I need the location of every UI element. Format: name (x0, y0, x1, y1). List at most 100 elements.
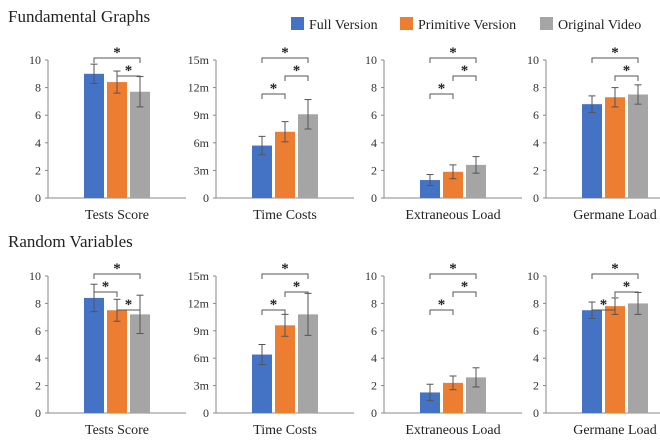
significance-star: * (281, 261, 289, 277)
significance-star: * (623, 279, 631, 295)
significance-bracket (261, 93, 286, 99)
y-tick-label: 10 (29, 53, 41, 67)
y-tick-label: 6 (533, 324, 539, 338)
y-tick-label: 9m (194, 324, 210, 338)
significance-bracket (93, 57, 141, 63)
significance-bracket (284, 75, 309, 81)
significance-star: * (611, 261, 619, 277)
bar-original-video (130, 91, 150, 198)
y-tick-label: 10 (527, 269, 539, 283)
y-tick-label: 8 (533, 81, 539, 95)
y-tick-label: 0 (533, 191, 539, 205)
bar-primitive-version (443, 382, 463, 413)
y-tick-label: 8 (35, 81, 41, 95)
section-title-random-variables: Random Variables (8, 232, 133, 251)
legend-label-original-video: Original Video (558, 18, 641, 33)
significance-star: * (600, 297, 608, 313)
y-tick-label: 6 (371, 324, 377, 338)
bar-original-video (628, 94, 648, 198)
significance-bracket (93, 273, 141, 279)
y-tick-label: 0 (371, 406, 377, 420)
y-tick-label: 6 (533, 108, 539, 122)
y-tick-label: 4 (533, 136, 539, 150)
y-tick-label: 0 (371, 191, 377, 205)
y-tick-label: 6 (371, 108, 377, 122)
legend-swatch-original-video (540, 17, 553, 30)
y-tick-label: 2 (533, 163, 539, 177)
significance-star: * (102, 279, 110, 295)
significance-bracket (261, 309, 286, 315)
bar-original-video (466, 164, 486, 198)
bar-full-version (582, 310, 602, 413)
significance-bracket (429, 93, 454, 99)
significance-bracket (591, 309, 616, 315)
y-tick-label: 0 (35, 406, 41, 420)
bar-full-version (420, 180, 440, 198)
bar-primitive-version (275, 325, 295, 413)
significance-star: * (113, 261, 121, 277)
significance-star: * (461, 63, 469, 79)
legend-swatch-full-version (291, 17, 304, 30)
significance-bracket (261, 273, 309, 279)
y-tick-label: 15m (188, 269, 210, 283)
y-tick-label: 4 (371, 351, 377, 365)
significance-star: * (623, 63, 631, 79)
bar-original-video (298, 114, 318, 198)
x-axis-label: Tests Score (85, 208, 149, 223)
bar-full-version (252, 354, 272, 413)
y-tick-label: 8 (371, 296, 377, 310)
bar-primitive-version (605, 97, 625, 198)
bar-original-video (628, 303, 648, 413)
significance-star: * (270, 297, 278, 313)
significance-star: * (438, 81, 446, 97)
y-tick-label: 0 (533, 406, 539, 420)
chart-fundamental-graphs-germane-load: 0 2 4 6 8 10 ** Germane Load (527, 45, 660, 223)
significance-star: * (461, 279, 469, 295)
significance-star: * (125, 63, 133, 79)
y-tick-label: 8 (35, 296, 41, 310)
x-axis-label: Time Costs (253, 423, 317, 438)
bar-primitive-version (107, 82, 127, 198)
y-tick-label: 2 (371, 163, 377, 177)
y-tick-label: 6m (194, 136, 210, 150)
y-tick-label: 12m (188, 296, 210, 310)
significance-star: * (293, 63, 301, 79)
significance-bracket (116, 309, 141, 315)
significance-bracket (93, 291, 118, 297)
y-tick-label: 9m (194, 108, 210, 122)
y-tick-label: 10 (29, 269, 41, 283)
legend: Full Version Primitive Version Original … (291, 17, 641, 33)
bar-original-video (466, 377, 486, 413)
significance-star: * (270, 81, 278, 97)
significance-star: * (281, 45, 289, 61)
bar-original-video (298, 314, 318, 413)
significance-star: * (125, 297, 133, 313)
x-axis-label: Germane Load (573, 423, 657, 438)
y-tick-label: 0 (203, 191, 209, 205)
y-tick-label: 4 (533, 351, 539, 365)
y-tick-label: 2 (533, 379, 539, 393)
bar-primitive-version (275, 131, 295, 198)
x-axis-label: Germane Load (573, 208, 657, 223)
y-tick-label: 4 (371, 136, 377, 150)
y-tick-label: 10 (365, 53, 377, 67)
y-tick-label: 3m (194, 163, 210, 177)
significance-star: * (113, 45, 121, 61)
y-tick-label: 6 (35, 324, 41, 338)
x-axis-label: Extraneous Load (405, 208, 500, 223)
y-tick-label: 15m (188, 53, 210, 67)
significance-bracket (591, 273, 639, 279)
y-tick-label: 4 (35, 136, 41, 150)
significance-bracket (429, 57, 477, 63)
significance-bracket (429, 309, 454, 315)
bar-full-version (84, 73, 104, 198)
y-tick-label: 0 (35, 191, 41, 205)
significance-bracket (614, 291, 639, 297)
bar-original-video (130, 314, 150, 413)
